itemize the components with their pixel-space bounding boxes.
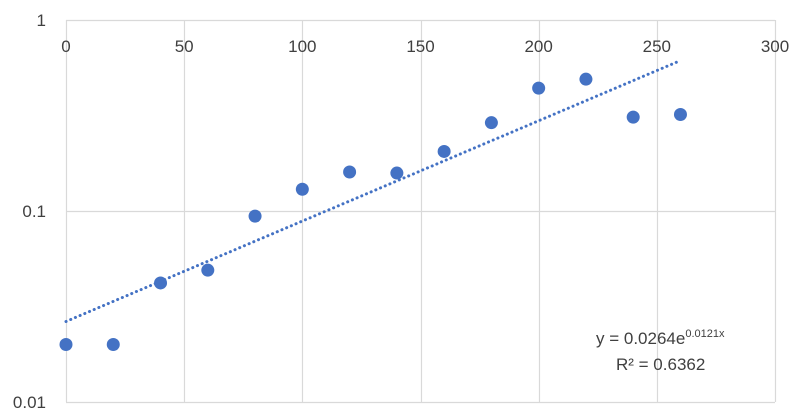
data-point — [484, 116, 498, 130]
x-tick-label: 300 — [761, 37, 789, 56]
trendline-equation-exponent: 0.0121x — [685, 328, 725, 340]
data-point — [201, 263, 215, 277]
y-tick-label: 0.1 — [22, 202, 46, 221]
data-point — [437, 144, 451, 158]
data-point — [626, 110, 640, 124]
data-point — [579, 72, 593, 86]
x-tick-label: 0 — [61, 37, 70, 56]
trendline-r-squared: R² = 0.6362 — [616, 355, 705, 374]
x-tick-label: 50 — [175, 37, 194, 56]
trendline-equation-base: y = 0.0264e — [596, 329, 685, 348]
x-tick-labels: 0 50 100 150 200 250 300 — [61, 37, 789, 56]
x-tick-label: 100 — [288, 37, 316, 56]
data-point — [343, 165, 357, 179]
y-tick-labels: 0.01 0.1 1 — [13, 11, 46, 412]
data-points — [59, 72, 687, 352]
y-tick-label: 1 — [37, 11, 46, 30]
y-tick-label: 0.01 — [13, 393, 46, 412]
trendline-path — [64, 59, 682, 323]
gridlines — [65, 19, 777, 404]
data-point — [532, 81, 546, 95]
data-point — [106, 338, 120, 352]
data-point — [390, 166, 404, 180]
data-point — [154, 276, 168, 290]
data-point — [295, 182, 309, 196]
data-point — [59, 338, 73, 352]
x-tick-label: 250 — [643, 37, 671, 56]
data-point — [673, 108, 687, 122]
x-tick-label: 200 — [524, 37, 552, 56]
trendline — [64, 59, 682, 323]
x-tick-label: 150 — [406, 37, 434, 56]
trendline-equation: y = 0.0264e0.0121x — [596, 328, 725, 348]
data-point — [248, 209, 262, 223]
